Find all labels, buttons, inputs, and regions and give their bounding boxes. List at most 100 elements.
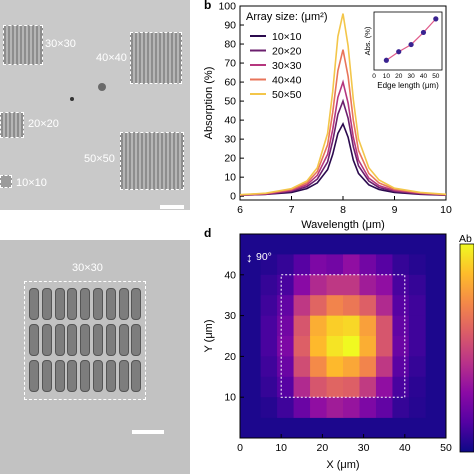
x-axis-label: X (μm): [326, 459, 359, 471]
pattern-element: [93, 324, 103, 356]
pattern-element: [41, 288, 52, 320]
heatmap-cell: [392, 397, 410, 418]
spectrum-line: [239, 13, 447, 196]
heatmap-cell: [310, 295, 327, 316]
panel-a-micrograph: 30×30 40×40 20×20 50×50 10×10: [0, 0, 190, 210]
inset-point: [433, 16, 439, 22]
colorbar: [459, 243, 474, 453]
x-tick-label: 40: [399, 442, 411, 454]
heatmap-cell: [293, 295, 311, 316]
pattern-element: [131, 360, 142, 392]
heatmap-cell: [293, 376, 311, 398]
heatmap-cell: [375, 315, 393, 337]
y-tick-label: 40: [224, 115, 236, 127]
heatmap-cell: [359, 254, 377, 276]
y-tick-label: 50: [224, 96, 236, 108]
y-tick-label: 10: [224, 392, 236, 404]
heatmap-cell: [343, 397, 360, 418]
spectrum-line: [239, 49, 447, 196]
spectrum-line: [239, 121, 447, 196]
y-tick-label: 60: [224, 77, 236, 89]
heatmap-cell: [343, 356, 360, 378]
heatmap-cell: [310, 336, 327, 357]
heatmap-cell: [260, 336, 278, 357]
y-tick-label: 30: [224, 310, 236, 322]
pattern-element: [29, 324, 39, 356]
y-tick-label: 20: [224, 351, 236, 363]
heatmap-cell: [375, 254, 393, 276]
x-tick-label: 8: [340, 204, 346, 216]
heatmap-cell: [310, 356, 327, 378]
inset-point: [420, 29, 427, 36]
pattern-element: [67, 360, 78, 392]
inset-x-tick-label: 50: [432, 73, 440, 80]
y-tick-label: 10: [224, 172, 236, 184]
y-axis-label: Absorption (%): [203, 67, 215, 140]
heatmap-cell: [375, 274, 393, 296]
colorbar-label: Ab: [459, 233, 472, 245]
heatmap-cell: [359, 315, 377, 337]
heatmap-cell: [260, 295, 278, 316]
heatmap-cell: [277, 356, 294, 378]
heatmap-cell: [326, 274, 344, 296]
y-tick-label: 40: [224, 269, 236, 281]
pattern-element: [54, 324, 65, 356]
pattern-element: [93, 288, 103, 320]
heatmap-cell: [293, 397, 311, 418]
panel-c-micrograph: 30×30: [0, 240, 190, 474]
heatmap-cell: [326, 356, 344, 378]
y-tick-label: 80: [224, 39, 236, 51]
heatmap-cell: [326, 336, 344, 357]
heatmap-cell: [310, 274, 327, 296]
legend-label: 30×30: [272, 60, 302, 72]
inset-y-label: Abs. (%): [363, 26, 372, 55]
array-label: 10×10: [16, 177, 47, 189]
heatmap-cell: [326, 397, 344, 418]
pattern-element: [80, 360, 91, 392]
pattern-element: [80, 288, 91, 320]
heatmap-cell: [408, 295, 426, 316]
heatmap-cell: [392, 376, 410, 398]
panel-b-letter: b: [204, 0, 212, 12]
array-10x10: [0, 175, 12, 188]
y-tick-label: 20: [224, 153, 236, 165]
pattern-element: [67, 288, 78, 320]
array-label: 40×40: [96, 52, 127, 64]
x-tick-label: 30: [358, 442, 370, 454]
defect-dot: [98, 83, 106, 91]
spectrum-line: [239, 79, 447, 196]
absorption-heatmap: 0 10 20 30 40 50 10 20 30 40 X (μm) Y (μm) ↕ 90° Ab: [203, 233, 474, 471]
y-tick-label: 100: [218, 1, 236, 13]
heatmap-cell: [293, 336, 311, 357]
array-20x20: [0, 112, 24, 138]
inset-x-tick-label: 10: [383, 73, 391, 80]
heatmap-cell: [359, 274, 377, 296]
panel-d-letter: d: [204, 226, 212, 240]
pattern-element: [131, 288, 142, 320]
y-tick-label: 90: [224, 20, 236, 32]
array-label: 20×20: [28, 118, 59, 130]
heatmap-cell: [408, 397, 426, 418]
heatmap-cell: [343, 274, 360, 296]
pattern-element: [118, 360, 129, 392]
inset-x-tick-label: 40: [420, 73, 428, 80]
inset-point: [408, 41, 414, 48]
y-tick-label: 0: [230, 191, 236, 203]
legend-label: 50×50: [272, 89, 302, 101]
x-tick-label: 0: [237, 442, 243, 454]
array-outline: [280, 274, 406, 398]
heatmap-cell: [293, 274, 311, 296]
heatmap-cell: [326, 295, 344, 316]
pattern-element: [131, 324, 142, 356]
spectrum-line: [239, 98, 447, 196]
pattern-element: [54, 360, 65, 392]
pattern-element: [41, 360, 52, 392]
inset-x-label: Edge length (μm): [377, 81, 439, 90]
x-tick-label: 9: [392, 204, 398, 216]
heatmap-cell: [343, 254, 360, 276]
heatmap-cell: [260, 356, 278, 378]
heatmap-cell: [375, 376, 393, 398]
x-tick-label: 10: [275, 442, 287, 454]
heatmap-cell: [359, 376, 377, 398]
heatmap-cell: [260, 315, 278, 337]
